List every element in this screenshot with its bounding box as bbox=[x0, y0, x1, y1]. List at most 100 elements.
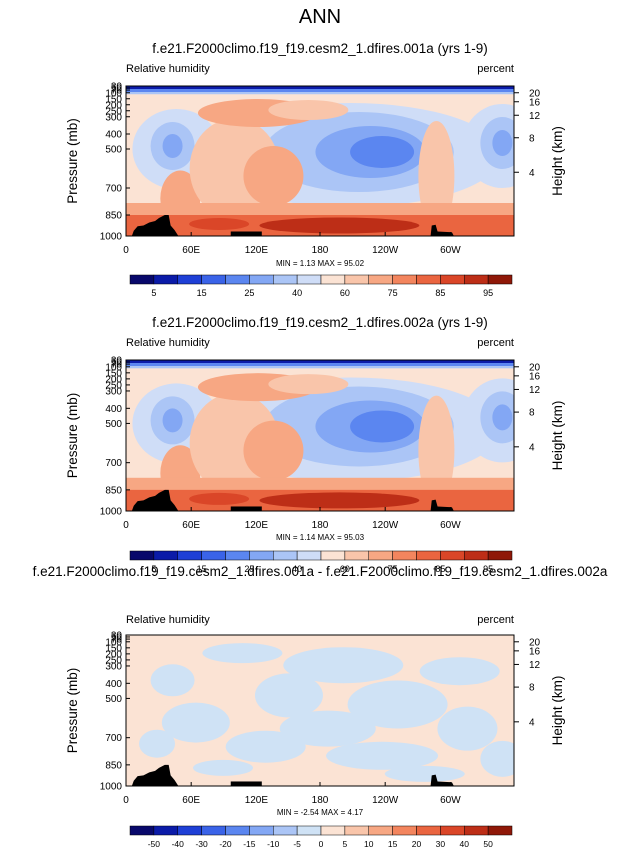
panel2-colorbar-box bbox=[392, 550, 417, 561]
panel3: f.e21.F2000climo.f19_f19.cesm2_1.dfires.… bbox=[33, 564, 608, 849]
panel1-colorbar-label: 40 bbox=[292, 288, 302, 298]
panel3-negative-patch-7 bbox=[161, 702, 230, 743]
panel2-colorbar-label: 25 bbox=[244, 564, 254, 574]
panel3-xtick-label: 60E bbox=[182, 795, 200, 806]
panel1-colorbar-box bbox=[177, 274, 202, 285]
panel2-colorbar-box bbox=[249, 550, 274, 561]
panel2-ytick-label: 50 bbox=[111, 357, 123, 368]
panel2-field bbox=[126, 360, 514, 511]
panel2-xtick-label: 60W bbox=[440, 520, 461, 531]
panel2-colorbar-box bbox=[368, 550, 393, 561]
panel3-ytick-label: 700 bbox=[105, 733, 122, 744]
panel2-ytick-label: 250 bbox=[105, 380, 122, 391]
panel1-colorbar-label: 5 bbox=[151, 288, 156, 298]
panel3-ytick-label: 250 bbox=[105, 655, 122, 666]
panel2-xtick-label: 180 bbox=[312, 520, 329, 531]
panel1-boundary-layer-max-b bbox=[189, 218, 250, 230]
panel2-ytick-label: 100 bbox=[105, 362, 122, 373]
panel3-colorbar-label: -20 bbox=[219, 839, 232, 849]
panel2-ytick-label: 850 bbox=[105, 485, 122, 496]
panel3-colorbar-label: -5 bbox=[293, 839, 301, 849]
panel2-moist-tongue-maritime bbox=[243, 420, 304, 481]
panel1-htick-label: 8 bbox=[529, 133, 535, 144]
panel3-xtick-label: 0 bbox=[123, 795, 129, 806]
panel1-colorbar-box bbox=[249, 274, 274, 285]
panel1-ytick-label: 200 bbox=[105, 100, 122, 111]
panel3-negative-patch-15 bbox=[384, 765, 465, 782]
panel3-colorbar-label: -50 bbox=[148, 839, 161, 849]
panel1-ytick-label: 1000 bbox=[100, 232, 123, 243]
panel3-title: f.e21.F2000climo.f19_f19.cesm2_1.dfires.… bbox=[33, 564, 608, 579]
panel3-colorbar-label: -30 bbox=[195, 839, 208, 849]
panel3-colorbar-label: -15 bbox=[243, 839, 256, 849]
panel1-htick-label: 20 bbox=[529, 88, 541, 99]
panel1-colorbar-label: 85 bbox=[435, 288, 445, 298]
panel1-colorbar-box bbox=[320, 274, 346, 285]
panel2-ytick-label: 70 bbox=[111, 360, 123, 371]
panel1-colorbar-label: 25 bbox=[244, 288, 254, 298]
panel1-ytick-label: 300 bbox=[105, 112, 122, 123]
panel1-colorbar-label: 60 bbox=[340, 288, 350, 298]
panel2-xtick-label: 120E bbox=[245, 520, 269, 531]
panel1-colorbar-box bbox=[368, 274, 393, 285]
panel2-htick-label: 16 bbox=[529, 371, 541, 382]
panel2-dry-core-center bbox=[350, 410, 415, 443]
panel3-ytick-label: 200 bbox=[105, 649, 122, 660]
panel1-moist-upper-band-b bbox=[268, 100, 349, 120]
panel1-ytick-label: 400 bbox=[105, 130, 122, 141]
panel3-colorbar-label: 15 bbox=[388, 839, 398, 849]
figure-title: ANN bbox=[299, 6, 341, 28]
panel2-dry-center-right bbox=[492, 404, 513, 431]
panel3-negative-patch-3 bbox=[419, 657, 500, 686]
panel1-xtick-label: 120E bbox=[245, 245, 269, 256]
panel3-colorbar-label: -10 bbox=[267, 839, 280, 849]
panel1-strat-band-b bbox=[126, 89, 514, 92]
panel1-xtick-label: 120W bbox=[372, 245, 399, 256]
panel1-dry-center-right bbox=[492, 130, 513, 156]
panel3-ytick-label: 50 bbox=[111, 632, 123, 643]
panel3-negative-patch-2 bbox=[283, 647, 404, 684]
panel1-htick-label: 4 bbox=[529, 168, 535, 179]
panel3-xtick-label: 60W bbox=[440, 795, 461, 806]
panel3-units-label: percent bbox=[477, 614, 514, 626]
panel1-colorbar-box bbox=[201, 274, 226, 285]
panel1-htick-label: 16 bbox=[529, 97, 541, 108]
panel3-ytick-label: 100 bbox=[105, 637, 122, 648]
panel2-ylabel: Pressure (mb) bbox=[65, 393, 80, 479]
panel3-colorbar-box bbox=[153, 825, 178, 836]
panel3-ytick-label: 150 bbox=[105, 643, 122, 654]
panel2-xtick-label: 0 bbox=[123, 520, 129, 531]
panel3-colorbar-box bbox=[464, 825, 489, 836]
panel1-colorbar: 5 15 25 40 60 75 85 95 bbox=[129, 274, 513, 298]
panel1-colorbar-box bbox=[464, 274, 489, 285]
panel2-htick-label: 8 bbox=[529, 408, 535, 419]
panel2-colorbar-box bbox=[129, 550, 155, 561]
panel3-ytick-label: 30 bbox=[111, 631, 123, 642]
panel3-colorbar-box bbox=[249, 825, 274, 836]
panel1-colorbar-box bbox=[392, 274, 417, 285]
panel2-boundary-layer-max bbox=[259, 492, 420, 509]
panel1-terrain-africa-asia bbox=[131, 215, 179, 236]
panel3-ytick-label: 300 bbox=[105, 661, 122, 672]
panel1: f.e21.F2000climo.f19_f19.cesm2_1.dfires.… bbox=[65, 41, 565, 298]
panel2-ytick-label: 500 bbox=[105, 419, 122, 430]
panel2-colorbar-label: 5 bbox=[151, 564, 156, 574]
panel3-colorbar-box bbox=[392, 825, 417, 836]
panel3-htick-label: 4 bbox=[529, 717, 535, 728]
panel1-ytick-label: 850 bbox=[105, 211, 122, 222]
panel1-colorbar-box bbox=[344, 274, 369, 285]
panel2-colorbar-box bbox=[320, 550, 346, 561]
panel1-colorbar-box bbox=[487, 274, 513, 285]
panel1-stats: MIN = 1.13 MAX = 95.02 bbox=[276, 259, 365, 268]
panel1-ylabel: Pressure (mb) bbox=[65, 118, 80, 204]
panel2-variable-label: Relative humidity bbox=[126, 337, 210, 349]
panel3-negative-patch-9 bbox=[437, 706, 498, 751]
panel1-terrain-maritime bbox=[230, 231, 262, 236]
panel1-xtick-label: 180 bbox=[312, 245, 329, 256]
panel1-title: f.e21.F2000climo.f19_f19.cesm2_1.dfires.… bbox=[152, 41, 487, 56]
panel3-colorbar-box bbox=[129, 825, 155, 836]
panel2-ytick-label: 700 bbox=[105, 458, 122, 469]
panel3-colorbar-box bbox=[440, 825, 465, 836]
panel2-colorbar-box bbox=[487, 550, 513, 561]
